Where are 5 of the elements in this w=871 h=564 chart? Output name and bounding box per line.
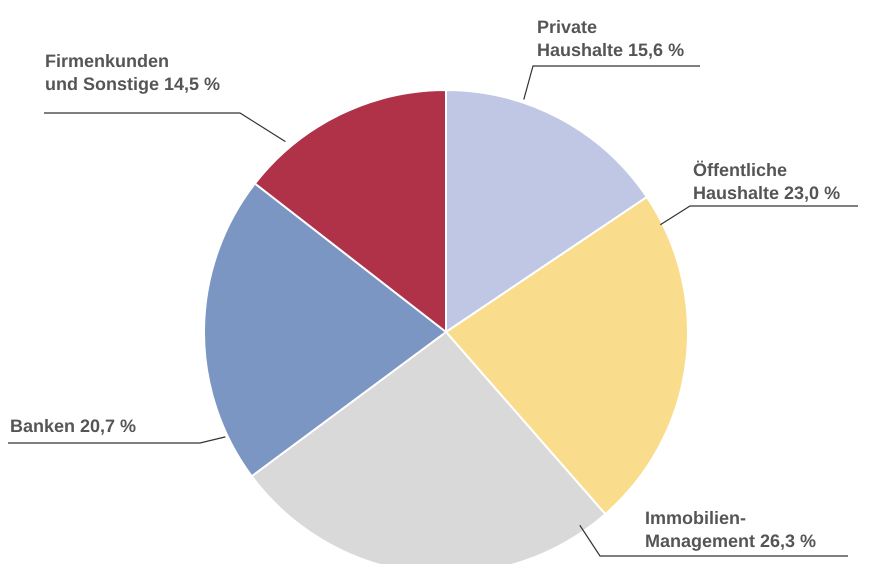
slice-label: Öffentliche Haushalte 23,0 %: [693, 160, 840, 203]
slice-label: Immobilien-Management 26,3 %: [645, 508, 816, 551]
slice-label: Private Haushalte 15,6 %: [537, 17, 684, 60]
slice-label: Banken 20,7 %: [10, 416, 136, 436]
slice-label: Firmenkunden und Sonstige 14,5 %: [45, 51, 220, 94]
